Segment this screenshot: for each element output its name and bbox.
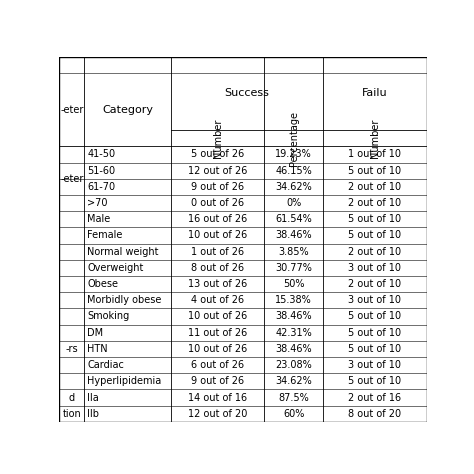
Text: 87.5%: 87.5% — [278, 392, 309, 402]
Text: -eter: -eter — [60, 105, 83, 115]
Text: Overweight: Overweight — [87, 263, 144, 273]
Text: 13 out of 26: 13 out of 26 — [188, 279, 247, 289]
Text: 38.46%: 38.46% — [275, 230, 312, 240]
Text: 30.77%: 30.77% — [275, 263, 312, 273]
Text: 61-70: 61-70 — [87, 182, 115, 192]
Text: Category: Category — [102, 105, 153, 115]
Text: 42.31%: 42.31% — [275, 328, 312, 337]
Text: 46.15%: 46.15% — [275, 165, 312, 175]
Text: 2 out of 10: 2 out of 10 — [348, 182, 401, 192]
Text: 9 out of 26: 9 out of 26 — [191, 182, 244, 192]
Text: 5 out of 10: 5 out of 10 — [348, 214, 401, 224]
Text: 9 out of 26: 9 out of 26 — [191, 376, 244, 386]
Text: 5 out of 26: 5 out of 26 — [191, 149, 245, 159]
Text: Male: Male — [87, 214, 110, 224]
Text: 1 out of 26: 1 out of 26 — [191, 246, 244, 256]
Text: Obese: Obese — [87, 279, 118, 289]
Text: DM: DM — [87, 328, 103, 337]
Text: 2 out of 10: 2 out of 10 — [348, 279, 401, 289]
Text: 60%: 60% — [283, 409, 304, 419]
Text: Percentage: Percentage — [289, 110, 299, 165]
Text: 3 out of 10: 3 out of 10 — [348, 360, 401, 370]
Text: 5 out of 10: 5 out of 10 — [348, 165, 401, 175]
Text: 8 out of 20: 8 out of 20 — [348, 409, 401, 419]
Text: IIb: IIb — [87, 409, 99, 419]
Text: 5 out of 10: 5 out of 10 — [348, 311, 401, 321]
Text: 10 out of 26: 10 out of 26 — [188, 344, 247, 354]
Text: 1 out of 10: 1 out of 10 — [348, 149, 401, 159]
Text: 12 out of 26: 12 out of 26 — [188, 165, 247, 175]
Text: 3.85%: 3.85% — [278, 246, 309, 256]
Text: Normal weight: Normal weight — [87, 246, 159, 256]
Text: 5 out of 10: 5 out of 10 — [348, 328, 401, 337]
Text: 10 out of 26: 10 out of 26 — [188, 311, 247, 321]
Text: 61.54%: 61.54% — [275, 214, 312, 224]
Text: 50%: 50% — [283, 279, 304, 289]
Text: 8 out of 26: 8 out of 26 — [191, 263, 244, 273]
Text: Hyperlipidemia: Hyperlipidemia — [87, 376, 162, 386]
Text: 5 out of 10: 5 out of 10 — [348, 230, 401, 240]
Text: Failu: Failu — [362, 88, 388, 99]
Text: d: d — [69, 392, 75, 402]
Text: 3 out of 10: 3 out of 10 — [348, 263, 401, 273]
Text: 51-60: 51-60 — [87, 165, 115, 175]
Text: -eter: -eter — [60, 173, 83, 184]
Text: Smoking: Smoking — [87, 311, 129, 321]
Text: 12 out of 20: 12 out of 20 — [188, 409, 247, 419]
Text: -rs: -rs — [65, 344, 78, 354]
Text: 16 out of 26: 16 out of 26 — [188, 214, 247, 224]
Text: 3 out of 10: 3 out of 10 — [348, 295, 401, 305]
Text: 19.23%: 19.23% — [275, 149, 312, 159]
Text: 5 out of 10: 5 out of 10 — [348, 344, 401, 354]
Text: 5 out of 10: 5 out of 10 — [348, 376, 401, 386]
Text: Cardiac: Cardiac — [87, 360, 124, 370]
Text: IIa: IIa — [87, 392, 99, 402]
Text: 38.46%: 38.46% — [275, 311, 312, 321]
Text: 11 out of 26: 11 out of 26 — [188, 328, 247, 337]
Text: 4 out of 26: 4 out of 26 — [191, 295, 244, 305]
Text: tion: tion — [63, 409, 81, 419]
Text: >70: >70 — [87, 198, 108, 208]
Text: 34.62%: 34.62% — [275, 376, 312, 386]
Text: 23.08%: 23.08% — [275, 360, 312, 370]
Text: 38.46%: 38.46% — [275, 344, 312, 354]
Text: 41-50: 41-50 — [87, 149, 115, 159]
Text: 10 out of 26: 10 out of 26 — [188, 230, 247, 240]
Text: HTN: HTN — [87, 344, 108, 354]
Text: 14 out of 16: 14 out of 16 — [188, 392, 247, 402]
Text: 2 out of 16: 2 out of 16 — [348, 392, 401, 402]
Text: Female: Female — [87, 230, 123, 240]
Text: Number: Number — [213, 118, 223, 158]
Text: 0%: 0% — [286, 198, 301, 208]
Text: 6 out of 26: 6 out of 26 — [191, 360, 244, 370]
Text: Number: Number — [370, 118, 380, 158]
Text: 34.62%: 34.62% — [275, 182, 312, 192]
Text: Morbidly obese: Morbidly obese — [87, 295, 162, 305]
Text: 2 out of 10: 2 out of 10 — [348, 246, 401, 256]
Text: Success: Success — [225, 88, 270, 99]
Text: 15.38%: 15.38% — [275, 295, 312, 305]
Text: 2 out of 10: 2 out of 10 — [348, 198, 401, 208]
Text: 0 out of 26: 0 out of 26 — [191, 198, 244, 208]
